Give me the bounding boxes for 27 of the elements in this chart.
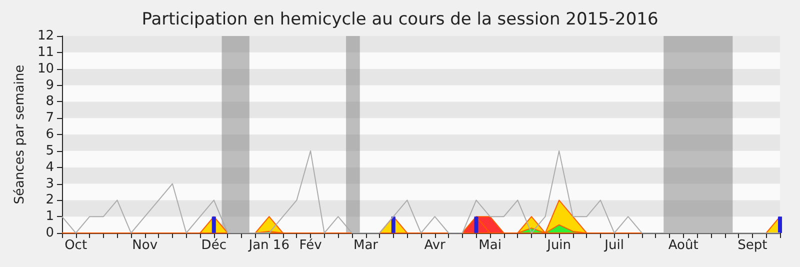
x-tick-label: Juil bbox=[604, 238, 624, 253]
x-tick-label: Fév bbox=[299, 238, 322, 253]
y-tick-label: 10 bbox=[37, 61, 54, 76]
x-tick-label: Mar bbox=[354, 238, 379, 253]
x-tick-label: Juin bbox=[546, 238, 572, 253]
y-tick-label: 6 bbox=[46, 127, 54, 142]
x-tick-label: Jan 16 bbox=[248, 238, 290, 253]
x-tick-label: Nov bbox=[132, 238, 158, 253]
y-tick-label: 7 bbox=[46, 110, 54, 126]
y-tick-label: 2 bbox=[46, 192, 54, 208]
y-axis-title: Séances par semaine bbox=[12, 64, 28, 204]
x-tick-label: Avr bbox=[424, 238, 446, 253]
y-tick-label: 1 bbox=[46, 209, 54, 224]
y-tick-label: 4 bbox=[46, 160, 54, 175]
chart-title: Participation en hemicycle au cours de la session 2015-2016 bbox=[142, 10, 658, 30]
y-tick-label: 8 bbox=[46, 94, 54, 110]
x-tick-label: Août bbox=[668, 238, 698, 253]
y-tick-label: 0 bbox=[46, 226, 54, 240]
y-tick-label: 12 bbox=[37, 28, 54, 44]
y-tick-label: 5 bbox=[46, 143, 54, 158]
x-tick-label: Oct bbox=[64, 238, 88, 253]
y-tick-label: 3 bbox=[46, 176, 54, 192]
x-tick-label: Sept bbox=[738, 238, 768, 253]
y-tick-label: 9 bbox=[46, 78, 54, 93]
x-tick-label: Mai bbox=[478, 238, 502, 253]
y-tick-label: 11 bbox=[37, 44, 54, 60]
x-tick-label: Déc bbox=[201, 238, 226, 253]
